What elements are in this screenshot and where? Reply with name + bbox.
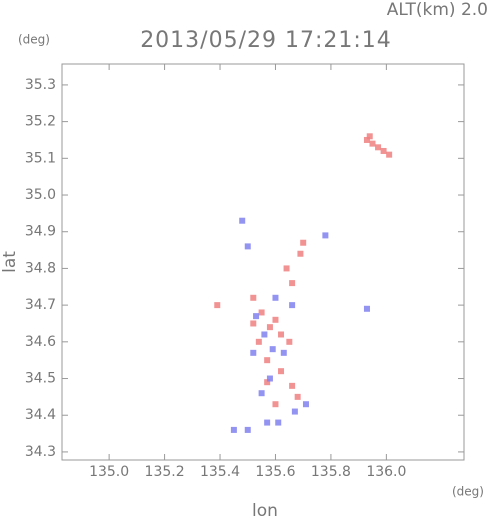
x-unit: (deg) xyxy=(452,485,484,499)
echo-point xyxy=(294,393,301,400)
echo-point xyxy=(380,147,387,154)
echo-point xyxy=(253,313,260,320)
y-tick-label: 34.6 xyxy=(25,334,56,350)
echo-point xyxy=(272,316,279,323)
echo-point xyxy=(250,320,257,327)
echo-point xyxy=(258,390,265,397)
y-tick-label: 34.9 xyxy=(25,224,56,240)
echo-point xyxy=(366,133,373,140)
y-tick-label: 34.7 xyxy=(25,297,56,313)
echo-point xyxy=(244,243,251,250)
echo-point xyxy=(258,309,265,316)
echo-point xyxy=(275,419,282,426)
echo-point xyxy=(386,151,393,158)
echo-point xyxy=(266,324,273,331)
echo-point xyxy=(286,338,293,345)
subtitle: ALT(km) 2.0 xyxy=(387,0,488,20)
echo-point xyxy=(264,379,271,386)
echo-point xyxy=(297,250,304,257)
x-tick-label: 135.8 xyxy=(311,464,351,480)
x-tick-label: 135.0 xyxy=(89,464,129,480)
echo-point xyxy=(264,419,271,426)
plot-frame xyxy=(61,63,465,461)
echo-point xyxy=(289,302,296,309)
echo-point xyxy=(369,140,376,147)
y-tick-label: 35.1 xyxy=(25,150,56,166)
echo-point xyxy=(264,357,271,364)
echo-point xyxy=(280,349,287,356)
x-label: lon xyxy=(252,501,278,521)
echo-point xyxy=(278,331,285,338)
echo-point xyxy=(278,368,285,375)
x-tick-label: 135.6 xyxy=(255,464,295,480)
y-tick-label: 34.3 xyxy=(25,444,56,460)
y-tick-label: 34.8 xyxy=(25,260,56,276)
y-label: lat xyxy=(0,251,20,273)
echo-point xyxy=(250,349,257,356)
echo-point xyxy=(363,305,370,312)
echo-point xyxy=(283,265,290,272)
echo-point xyxy=(302,401,309,408)
echo-point xyxy=(269,346,276,353)
echo-point xyxy=(289,280,296,287)
echo-point xyxy=(239,217,246,224)
echo-point xyxy=(300,239,307,246)
echo-point xyxy=(289,382,296,389)
echo-point xyxy=(244,426,251,433)
echo-point xyxy=(322,232,329,239)
y-tick-label: 34.4 xyxy=(25,407,56,423)
y-tick-label: 34.5 xyxy=(25,371,56,387)
echo-point xyxy=(272,294,279,301)
x-tick-label: 136.0 xyxy=(366,464,406,480)
echo-point xyxy=(261,331,268,338)
y-tick-label: 35.3 xyxy=(25,77,56,93)
y-unit: (deg) xyxy=(18,33,50,47)
echo-point xyxy=(255,338,262,345)
echo-point xyxy=(363,136,370,143)
echo-point xyxy=(375,144,382,151)
chart-title: 2013/05/29 17:21:14 xyxy=(140,28,392,53)
echo-point xyxy=(291,408,298,415)
echo-point xyxy=(214,302,221,309)
y-tick-label: 35.0 xyxy=(25,187,56,203)
echo-point xyxy=(266,375,273,382)
echo-point xyxy=(250,294,257,301)
x-tick-label: 135.2 xyxy=(145,464,185,480)
y-tick-label: 35.2 xyxy=(25,114,56,130)
x-tick-label: 135.4 xyxy=(200,464,240,480)
echo-point xyxy=(230,426,237,433)
echo-point xyxy=(272,401,279,408)
